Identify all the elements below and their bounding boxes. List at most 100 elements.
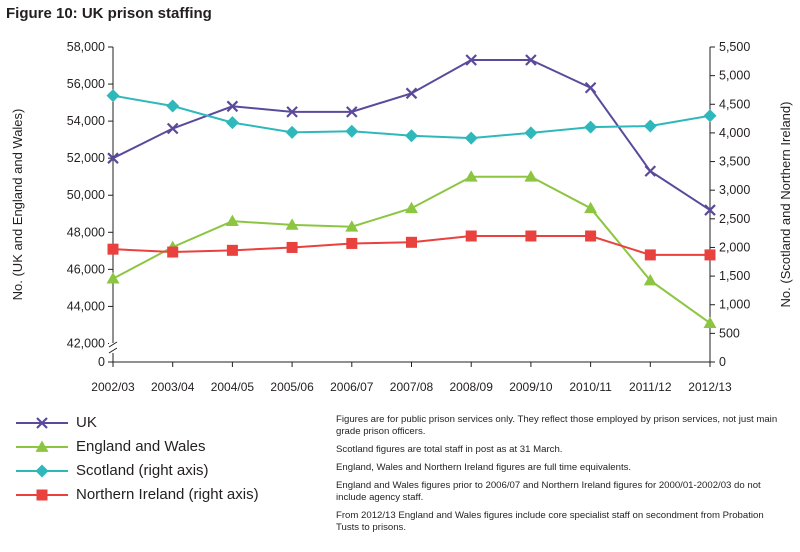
data-point-uk: [644, 165, 657, 177]
data-point-northern-ireland: [286, 241, 298, 253]
data-point-uk: [405, 87, 418, 100]
x-tick-label: 2004/05: [211, 380, 255, 394]
right-axis-title: No. (Scotland and Northern Ireland): [778, 102, 793, 308]
legend-label: England and Wales: [76, 438, 206, 455]
legend-item-england-and-wales: England and Wales: [14, 436, 324, 460]
right-tick-label: 5,500: [719, 40, 750, 54]
legend-item-scotland: Scotland (right axis): [14, 460, 324, 484]
data-point-scotland: [345, 124, 359, 138]
x-tick-label: 2009/10: [509, 380, 553, 394]
right-tick-label: 500: [719, 326, 740, 340]
right-tick-label: 1,000: [719, 298, 750, 312]
data-point-northern-ireland: [465, 230, 477, 242]
data-point-england-and-wales: [643, 273, 657, 286]
right-tick-label: 4,500: [719, 97, 750, 111]
legend-marker-diamond-icon: [35, 464, 49, 478]
legend: UK England and Wales Scotland (right axis)…: [14, 412, 324, 508]
data-point-northern-ireland: [107, 243, 119, 255]
data-point-northern-ireland: [704, 249, 716, 261]
left-tick-label: 50,000: [67, 188, 105, 202]
note-scotland: Scotland figures are total staff in post…: [336, 444, 563, 455]
left-tick-label: 46,000: [67, 262, 105, 276]
data-point-uk: [286, 106, 298, 118]
legend-item-northern-ireland: Northern Ireland (right axis): [14, 484, 324, 508]
data-point-england-and-wales: [524, 170, 538, 182]
data-point-scotland: [524, 126, 538, 140]
data-point-uk: [226, 100, 239, 113]
data-point-northern-ireland: [644, 249, 656, 261]
left-tick-label: 44,000: [67, 299, 105, 313]
figure-title: Figure 10: UK prison staffing: [6, 5, 212, 22]
data-point-northern-ireland: [525, 230, 537, 242]
note-fte: England, Wales and Northern Ireland figu…: [336, 462, 632, 473]
note-public-services: Figures are for public prison services o…: [336, 414, 778, 437]
x-tick-label: 2011/12: [629, 380, 672, 394]
series-scotland: [106, 89, 717, 145]
data-point-northern-ireland: [226, 244, 238, 256]
data-point-scotland: [464, 131, 478, 145]
right-tick-label: 3,500: [719, 155, 750, 169]
x-tick-label: 2010/11: [569, 380, 612, 394]
data-point-england-and-wales: [345, 220, 359, 232]
data-point-scotland: [584, 120, 598, 134]
x-tick-label: 2008/09: [450, 380, 494, 394]
data-point-england-and-wales: [464, 170, 478, 182]
x-tick-label: 2005/06: [270, 380, 314, 394]
data-point-scotland: [106, 89, 120, 103]
left-axis-title: No. (UK and England and Wales): [10, 109, 25, 301]
data-point-northern-ireland: [585, 230, 597, 242]
data-point-uk: [107, 152, 119, 164]
series-northern-ireland: [107, 230, 716, 261]
right-tick-label: 1,500: [719, 269, 750, 283]
data-point-england-and-wales: [225, 214, 239, 227]
left-tick-label: 58,000: [67, 40, 105, 54]
left-tick-label: 48,000: [67, 225, 105, 239]
note-specialist-staff: From 2012/13 England and Wales figures i…: [336, 510, 764, 533]
data-point-scotland: [703, 109, 717, 123]
data-point-northern-ireland: [346, 237, 358, 249]
data-point-uk: [584, 81, 597, 94]
right-tick-label: 4,000: [719, 126, 750, 140]
data-point-scotland: [166, 99, 180, 113]
right-tick-label: 2,500: [719, 212, 750, 226]
note-agency-staff: England and Wales figures prior to 2006/…: [336, 480, 761, 503]
data-point-uk: [704, 204, 716, 216]
x-tick-label: 2003/04: [151, 380, 195, 394]
left-tick-label: 54,000: [67, 114, 105, 128]
data-point-england-and-wales: [703, 316, 717, 328]
data-point-scotland: [405, 129, 418, 143]
left-tick-label: 0: [98, 355, 105, 369]
data-point-scotland: [225, 116, 239, 130]
x-tick-label: 2007/08: [390, 380, 434, 394]
data-point-northern-ireland: [406, 236, 417, 248]
data-point-scotland: [643, 119, 657, 133]
data-point-england-and-wales: [584, 201, 598, 214]
legend-swatch: [16, 464, 68, 478]
data-point-england-and-wales: [285, 218, 299, 230]
left-tick-label: 52,000: [67, 151, 105, 165]
right-tick-label: 5,000: [719, 69, 750, 83]
legend-label: Northern Ireland (right axis): [76, 486, 259, 503]
legend-swatch: [16, 440, 68, 452]
right-tick-label: 0: [719, 355, 726, 369]
data-point-scotland: [285, 125, 299, 139]
axis-break-icon: [108, 341, 118, 354]
right-tick-label: 3,000: [719, 183, 750, 197]
legend-swatch: [16, 489, 68, 501]
data-point-england-and-wales: [106, 272, 120, 284]
left-tick-label: 56,000: [67, 77, 105, 91]
notes: Figures are for public prison services o…: [336, 414, 786, 540]
series-uk: [107, 54, 716, 216]
legend-swatch: [16, 417, 68, 429]
left-tick-label: 42,000: [67, 336, 105, 350]
data-point-uk: [166, 122, 179, 135]
x-tick-label: 2002/03: [91, 380, 135, 394]
legend-label: UK: [76, 414, 97, 431]
series-england-and-wales: [106, 170, 717, 328]
data-point-uk: [525, 54, 537, 66]
legend-marker-square-icon: [36, 489, 48, 501]
data-point-england-and-wales: [405, 201, 418, 214]
data-point-northern-ireland: [167, 246, 179, 258]
line-chart: 58,000 56,000 54,000 52,000 50,000 48,000 46,0…: [10, 40, 793, 394]
x-tick-label: 2012/13: [688, 380, 732, 394]
